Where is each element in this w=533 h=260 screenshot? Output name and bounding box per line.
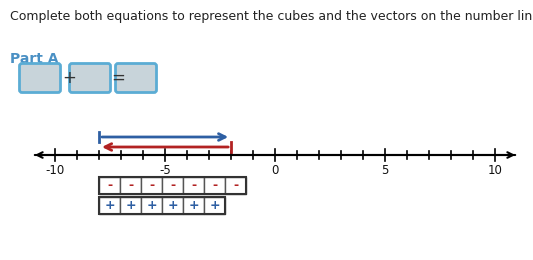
Bar [162, 197, 183, 214]
Text: +: + [209, 199, 220, 212]
Bar [120, 197, 141, 214]
Text: Complete both equations to represent the cubes and the vectors on the number lin: Complete both equations to represent the… [10, 10, 533, 23]
Text: +: + [167, 199, 178, 212]
Text: -10: -10 [45, 164, 65, 177]
Bar [99, 177, 120, 194]
Text: Part A: Part A [10, 52, 59, 66]
Bar [99, 197, 225, 214]
Bar [99, 177, 246, 194]
Bar [141, 197, 162, 214]
Text: +: + [188, 199, 199, 212]
Text: +: + [104, 199, 115, 212]
Text: -: - [149, 179, 154, 192]
Bar [225, 177, 246, 194]
Text: -: - [212, 179, 217, 192]
Bar [141, 177, 162, 194]
Bar [120, 177, 141, 194]
Text: -: - [191, 179, 196, 192]
Bar [99, 197, 120, 214]
Text: -: - [107, 179, 112, 192]
Text: +: + [125, 199, 136, 212]
FancyBboxPatch shape [69, 63, 110, 93]
Text: 5: 5 [381, 164, 389, 177]
Bar [183, 177, 204, 194]
FancyBboxPatch shape [20, 63, 61, 93]
Text: =: = [111, 69, 125, 87]
Bar [204, 197, 225, 214]
Text: +: + [62, 69, 76, 87]
Bar [204, 177, 225, 194]
Text: -: - [170, 179, 175, 192]
Text: +: + [147, 199, 157, 212]
Text: -: - [128, 179, 133, 192]
Bar [183, 197, 204, 214]
Text: -5: -5 [159, 164, 171, 177]
FancyBboxPatch shape [116, 63, 157, 93]
Text: 10: 10 [487, 164, 502, 177]
Text: 0: 0 [271, 164, 279, 177]
Bar [162, 177, 183, 194]
Text: -: - [233, 179, 238, 192]
